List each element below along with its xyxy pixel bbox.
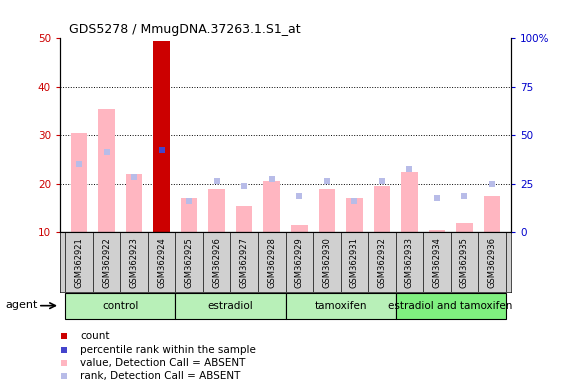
- Text: GSM362933: GSM362933: [405, 237, 414, 288]
- Bar: [236, 206, 252, 232]
- Text: GSM362928: GSM362928: [267, 237, 276, 288]
- Text: GSM362924: GSM362924: [157, 237, 166, 288]
- Bar: [346, 199, 363, 232]
- Text: GSM362935: GSM362935: [460, 237, 469, 288]
- Bar: [154, 41, 170, 232]
- Bar: [286, 293, 396, 319]
- Text: GSM362936: GSM362936: [487, 237, 496, 288]
- Text: control: control: [102, 301, 139, 311]
- Bar: [396, 293, 505, 319]
- Text: count: count: [81, 331, 110, 341]
- Text: GSM362927: GSM362927: [240, 237, 249, 288]
- Bar: [263, 181, 280, 232]
- Bar: [484, 196, 500, 232]
- Text: estradiol and tamoxifen: estradiol and tamoxifen: [388, 301, 513, 311]
- Bar: [126, 174, 143, 232]
- Text: GSM362926: GSM362926: [212, 237, 221, 288]
- Text: GSM362934: GSM362934: [432, 237, 441, 288]
- Bar: [428, 230, 445, 232]
- Bar: [208, 189, 225, 232]
- Bar: [319, 189, 335, 232]
- Text: value, Detection Call = ABSENT: value, Detection Call = ABSENT: [81, 358, 246, 368]
- Text: GSM362930: GSM362930: [322, 237, 331, 288]
- Bar: [401, 172, 417, 232]
- Text: tamoxifen: tamoxifen: [314, 301, 367, 311]
- Bar: [71, 133, 87, 232]
- Text: agent: agent: [6, 300, 38, 310]
- Text: GSM362925: GSM362925: [185, 237, 194, 288]
- Text: estradiol: estradiol: [208, 301, 254, 311]
- Bar: [175, 293, 286, 319]
- Bar: [291, 225, 308, 232]
- Text: GSM362923: GSM362923: [130, 237, 139, 288]
- Text: GSM362922: GSM362922: [102, 237, 111, 288]
- Bar: [181, 199, 198, 232]
- Text: rank, Detection Call = ABSENT: rank, Detection Call = ABSENT: [81, 371, 240, 381]
- Text: GSM362932: GSM362932: [377, 237, 386, 288]
- Bar: [66, 293, 175, 319]
- Text: GSM362921: GSM362921: [75, 237, 84, 288]
- Text: GDS5278 / MmugDNA.37263.1.S1_at: GDS5278 / MmugDNA.37263.1.S1_at: [69, 23, 300, 36]
- Text: GSM362929: GSM362929: [295, 237, 304, 288]
- Bar: [373, 186, 390, 232]
- Bar: [98, 109, 115, 232]
- Bar: [456, 223, 473, 232]
- Text: percentile rank within the sample: percentile rank within the sample: [81, 344, 256, 354]
- Text: GSM362931: GSM362931: [350, 237, 359, 288]
